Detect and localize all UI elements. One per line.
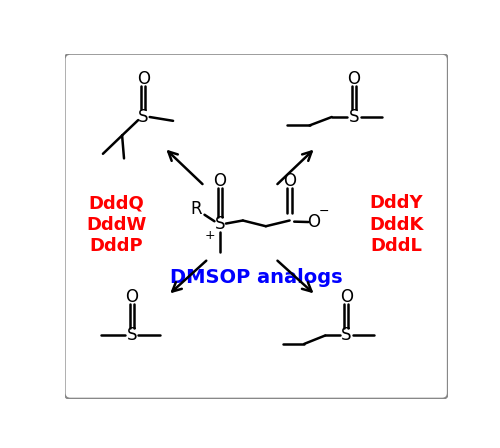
Text: S: S (126, 327, 137, 345)
Text: DMSOP analogs: DMSOP analogs (170, 268, 342, 288)
Text: O: O (136, 70, 149, 88)
Text: DddP: DddP (90, 237, 143, 255)
FancyBboxPatch shape (64, 54, 448, 399)
Text: S: S (341, 327, 351, 345)
Text: O: O (340, 288, 353, 306)
Text: +: + (205, 229, 216, 242)
Text: DddQ: DddQ (88, 194, 144, 212)
Text: DddY: DddY (370, 194, 423, 212)
Text: DddL: DddL (370, 237, 422, 255)
Text: R: R (190, 200, 202, 218)
Text: DddK: DddK (369, 215, 424, 234)
Text: O: O (307, 213, 320, 232)
Text: O: O (214, 172, 226, 190)
Text: S: S (138, 108, 148, 126)
Text: O: O (125, 288, 138, 306)
Text: −: − (319, 205, 330, 218)
Text: S: S (348, 108, 359, 126)
Text: O: O (283, 172, 296, 190)
Text: O: O (348, 70, 360, 88)
Text: S: S (214, 215, 225, 233)
Text: DddW: DddW (86, 215, 146, 234)
